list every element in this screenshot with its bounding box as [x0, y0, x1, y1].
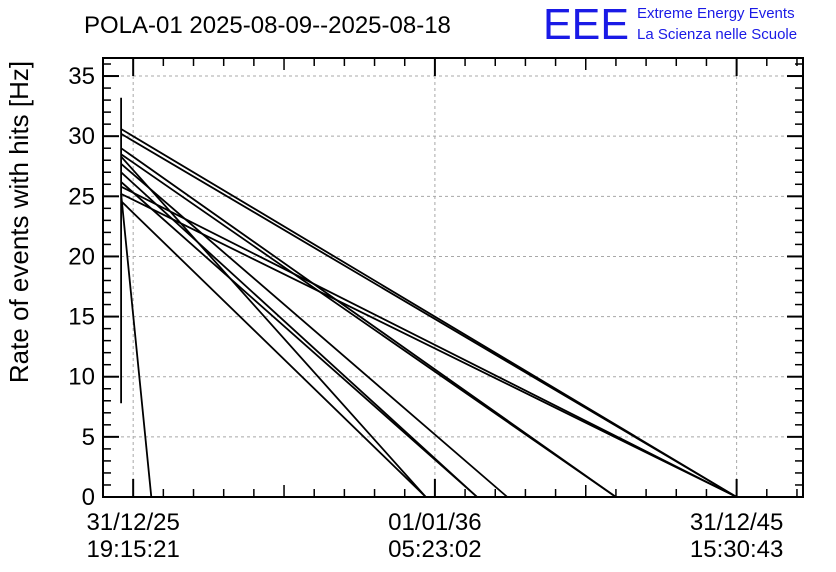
- series-line-11: [120, 200, 427, 498]
- series-line-9: [120, 181, 478, 498]
- x-tick-label-date: 31/12/25: [86, 509, 179, 536]
- x-tick-label-time: 05:23:02: [388, 536, 481, 563]
- series-line-13: [120, 193, 737, 498]
- y-tick-label: 20: [68, 243, 95, 270]
- series-line-7: [120, 163, 508, 498]
- series-line-3: [120, 133, 738, 498]
- series-line-12: [120, 193, 153, 498]
- chart-title: POLA-01 2025-08-09--2025-08-18: [84, 12, 451, 39]
- x-tick-label-date: 01/01/36: [388, 509, 481, 536]
- x-tick-label-time: 15:30:43: [690, 536, 783, 563]
- grid-lines: [103, 58, 803, 497]
- series-lines: [120, 97, 738, 498]
- x-tick-label-time: 19:15:21: [86, 536, 179, 563]
- eee-logo-letters: EEE: [543, 0, 629, 49]
- series-line-8: [120, 171, 478, 498]
- eee-logo: EEE Extreme Energy Events La Scienza nel…: [543, 0, 797, 49]
- y-tick-label: 30: [68, 123, 95, 150]
- x-tick-label-date: 31/12/45: [690, 509, 783, 536]
- y-tick-label: 5: [82, 424, 95, 451]
- axes: [102, 57, 804, 498]
- y-axis-label: Rate of events with hits [Hz]: [4, 61, 34, 383]
- logo-line-1: Extreme Energy Events: [637, 5, 795, 22]
- y-tick-label: 10: [68, 364, 95, 391]
- series-line-6: [120, 155, 427, 498]
- series-line-5: [120, 153, 617, 498]
- series-line-10: [120, 185, 738, 498]
- plot-frame: [102, 57, 804, 498]
- y-tick-label: 35: [68, 63, 95, 90]
- y-tick-label: 15: [68, 304, 95, 331]
- y-tick-label: 0: [82, 484, 95, 511]
- y-tick-label: 25: [68, 183, 95, 210]
- logo-line-2: La Scienza nelle Scuole: [637, 26, 797, 43]
